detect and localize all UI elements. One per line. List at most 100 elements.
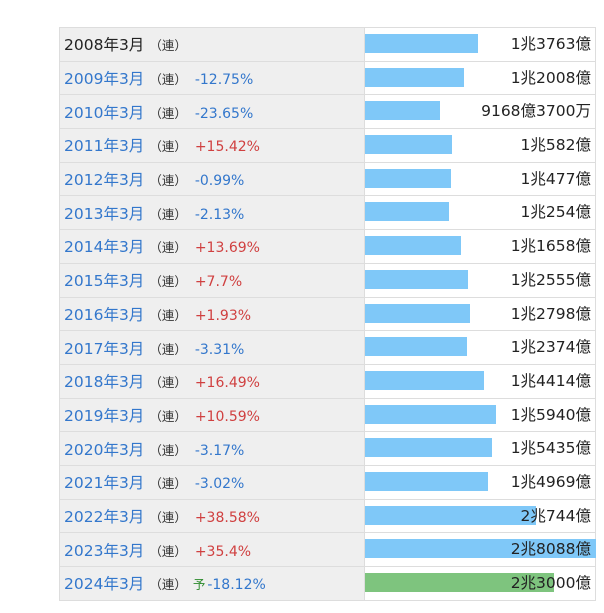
consolidated-basis-label: （連） — [149, 38, 187, 54]
row-label-cell: 2024年3月 （連） 予 -18.12% — [59, 566, 365, 601]
revenue-bar — [365, 303, 471, 323]
fiscal-year-link[interactable]: 2023年3月 — [64, 541, 145, 560]
row-value-cell: 1兆1658億 — [364, 229, 596, 264]
yoy-change-label: +1.93% — [194, 307, 252, 324]
revenue-amount-label: 1兆1658億 — [510, 237, 591, 256]
row-label-cell: 2020年3月 （連） -3.17% — [59, 431, 365, 466]
row-value-cell: 1兆477億 — [364, 161, 596, 197]
revenue-bar — [365, 101, 441, 121]
fiscal-year-link[interactable]: 2015年3月 — [64, 272, 145, 291]
revenue-amount-label: 1兆254億 — [520, 203, 591, 222]
table-row: 2017年3月 （連） -3.31% 1兆2374億 — [59, 330, 596, 365]
row-label-cell: 2009年3月 （連） -12.75% — [59, 60, 365, 96]
row-value-cell: 9168億3700万 — [364, 94, 596, 130]
row-value-cell: 1兆2798億 — [364, 296, 596, 332]
table-body: 2008年3月 （連） 1兆3763億 2009年3月 （連） -12.75% 1兆2008… — [59, 27, 596, 601]
row-label-cell: 2015年3月 （連） +7.7% — [59, 262, 365, 298]
row-value-cell: 1兆582億 — [364, 128, 596, 163]
revenue-amount-label: 1兆2374億 — [510, 338, 591, 357]
consolidated-basis-label: （連） — [149, 375, 187, 391]
consolidated-basis-label: （連） — [149, 577, 187, 593]
fiscal-year-link[interactable]: 2016年3月 — [64, 305, 145, 324]
row-value-cell: 1兆5435億 — [364, 431, 596, 466]
row-label-cell: 2010年3月 （連） -23.65% — [59, 94, 365, 130]
row-label-cell: 2017年3月 （連） -3.31% — [59, 330, 365, 365]
revenue-amount-label: 2兆3000億 — [510, 574, 591, 592]
fiscal-year-label: 2008年3月 — [64, 36, 145, 55]
consolidated-basis-label: （連） — [149, 173, 187, 189]
fiscal-year-link[interactable]: 2011年3月 — [64, 137, 145, 156]
revenue-bar — [365, 34, 479, 53]
row-label-cell: 2018年3月 （連） +16.49% — [59, 363, 365, 399]
yoy-change-label: +13.69% — [194, 240, 260, 257]
consolidated-basis-label: （連） — [149, 408, 187, 424]
row-label-cell: 2013年3月 （連） -2.13% — [59, 195, 365, 231]
table-row: 2014年3月 （連） +13.69% 1兆1658億 — [59, 229, 596, 264]
fiscal-year-link[interactable]: 2014年3月 — [64, 238, 145, 257]
fiscal-year-link[interactable]: 2012年3月 — [64, 171, 145, 190]
table-row: 2019年3月 （連） +10.59% 1兆5940億 — [59, 397, 596, 433]
yoy-change-label: +35.4% — [194, 543, 252, 560]
table-row: 2020年3月 （連） -3.17% 1兆5435億 — [59, 431, 596, 466]
row-value-cell: 1兆254億 — [364, 195, 596, 231]
fiscal-year-link[interactable]: 2021年3月 — [64, 474, 145, 493]
consolidated-basis-label: （連） — [149, 105, 187, 121]
fiscal-year-link[interactable]: 2010年3月 — [64, 103, 145, 122]
revenue-bar — [365, 539, 596, 559]
row-label-cell: 2011年3月 （連） +15.42% — [59, 128, 365, 163]
yoy-change-label: +15.42% — [194, 139, 260, 156]
revenue-history-table: 2008年3月 （連） 1兆3763億 2009年3月 （連） -12.75% 1兆2008… — [59, 27, 596, 601]
revenue-bar — [365, 135, 452, 155]
row-label-cell: 2021年3月 （連） -3.02% — [59, 464, 365, 500]
fiscal-year-link[interactable]: 2019年3月 — [64, 406, 145, 425]
consolidated-basis-label: （連） — [149, 72, 187, 88]
fiscal-year-link[interactable]: 2018年3月 — [64, 373, 145, 392]
yoy-change-label: -12.75% — [194, 72, 254, 89]
row-value-cell: 1兆5940億 — [364, 397, 596, 433]
consolidated-basis-label: （連） — [149, 476, 187, 492]
forecast-marker: 予 — [192, 577, 206, 593]
yoy-change-label: +10.59% — [194, 408, 260, 425]
fiscal-year-link[interactable]: 2013年3月 — [64, 204, 145, 223]
revenue-bar — [365, 505, 536, 525]
revenue-amount-label: 1兆2008億 — [510, 68, 591, 87]
yoy-change-label: -23.65% — [194, 105, 254, 122]
yoy-change-label: -3.17% — [194, 442, 245, 459]
row-label-cell: 2022年3月 （連） +38.58% — [59, 498, 365, 534]
table-row: 2011年3月 （連） +15.42% 1兆582億 — [59, 128, 596, 163]
row-label-cell: 2023年3月 （連） +35.4% — [59, 532, 365, 567]
consolidated-basis-label: （連） — [149, 509, 187, 525]
row-value-cell: 1兆2008億 — [364, 60, 596, 96]
table-row: 2009年3月 （連） -12.75% 1兆2008億 — [59, 60, 596, 96]
yoy-change-label: -2.13% — [194, 206, 245, 223]
yoy-change-label: +16.49% — [194, 375, 260, 392]
table-row: 2021年3月 （連） -3.02% 1兆4969億 — [59, 464, 596, 500]
table-row: 2015年3月 （連） +7.7% 1兆2555億 — [59, 262, 596, 298]
yoy-change-label: -18.12% — [207, 577, 266, 594]
revenue-bar — [365, 269, 469, 289]
revenue-amount-label: 1兆5435億 — [510, 439, 591, 458]
row-label-cell: 2012年3月 （連） -0.99% — [59, 161, 365, 197]
revenue-amount-label: 1兆4969億 — [510, 472, 591, 491]
revenue-bar — [365, 168, 452, 188]
revenue-amount-label: 1兆477億 — [520, 169, 591, 188]
revenue-bar — [365, 404, 497, 424]
fiscal-year-link[interactable]: 2020年3月 — [64, 440, 145, 459]
fiscal-year-link[interactable]: 2024年3月 — [64, 575, 145, 594]
fiscal-year-link[interactable]: 2017年3月 — [64, 339, 145, 358]
revenue-bar — [365, 370, 484, 390]
fiscal-year-link[interactable]: 2009年3月 — [64, 70, 145, 89]
row-label-cell: 2019年3月 （連） +10.59% — [59, 397, 365, 433]
revenue-bar — [365, 337, 467, 357]
row-value-cell: 1兆2555億 — [364, 262, 596, 298]
yoy-change-label: -0.99% — [194, 173, 245, 190]
consolidated-basis-label: （連） — [149, 240, 187, 256]
fiscal-year-link[interactable]: 2022年3月 — [64, 507, 145, 526]
revenue-amount-label: 1兆582億 — [520, 136, 591, 155]
yoy-change-label: +38.58% — [194, 509, 260, 526]
yoy-change-label: -3.31% — [194, 341, 245, 358]
consolidated-basis-label: （連） — [149, 307, 187, 323]
row-value-cell: 1兆2374億 — [364, 330, 596, 365]
revenue-amount-label: 1兆3763億 — [510, 35, 591, 53]
table-row: 2023年3月 （連） +35.4% 2兆8088億 — [59, 532, 596, 567]
